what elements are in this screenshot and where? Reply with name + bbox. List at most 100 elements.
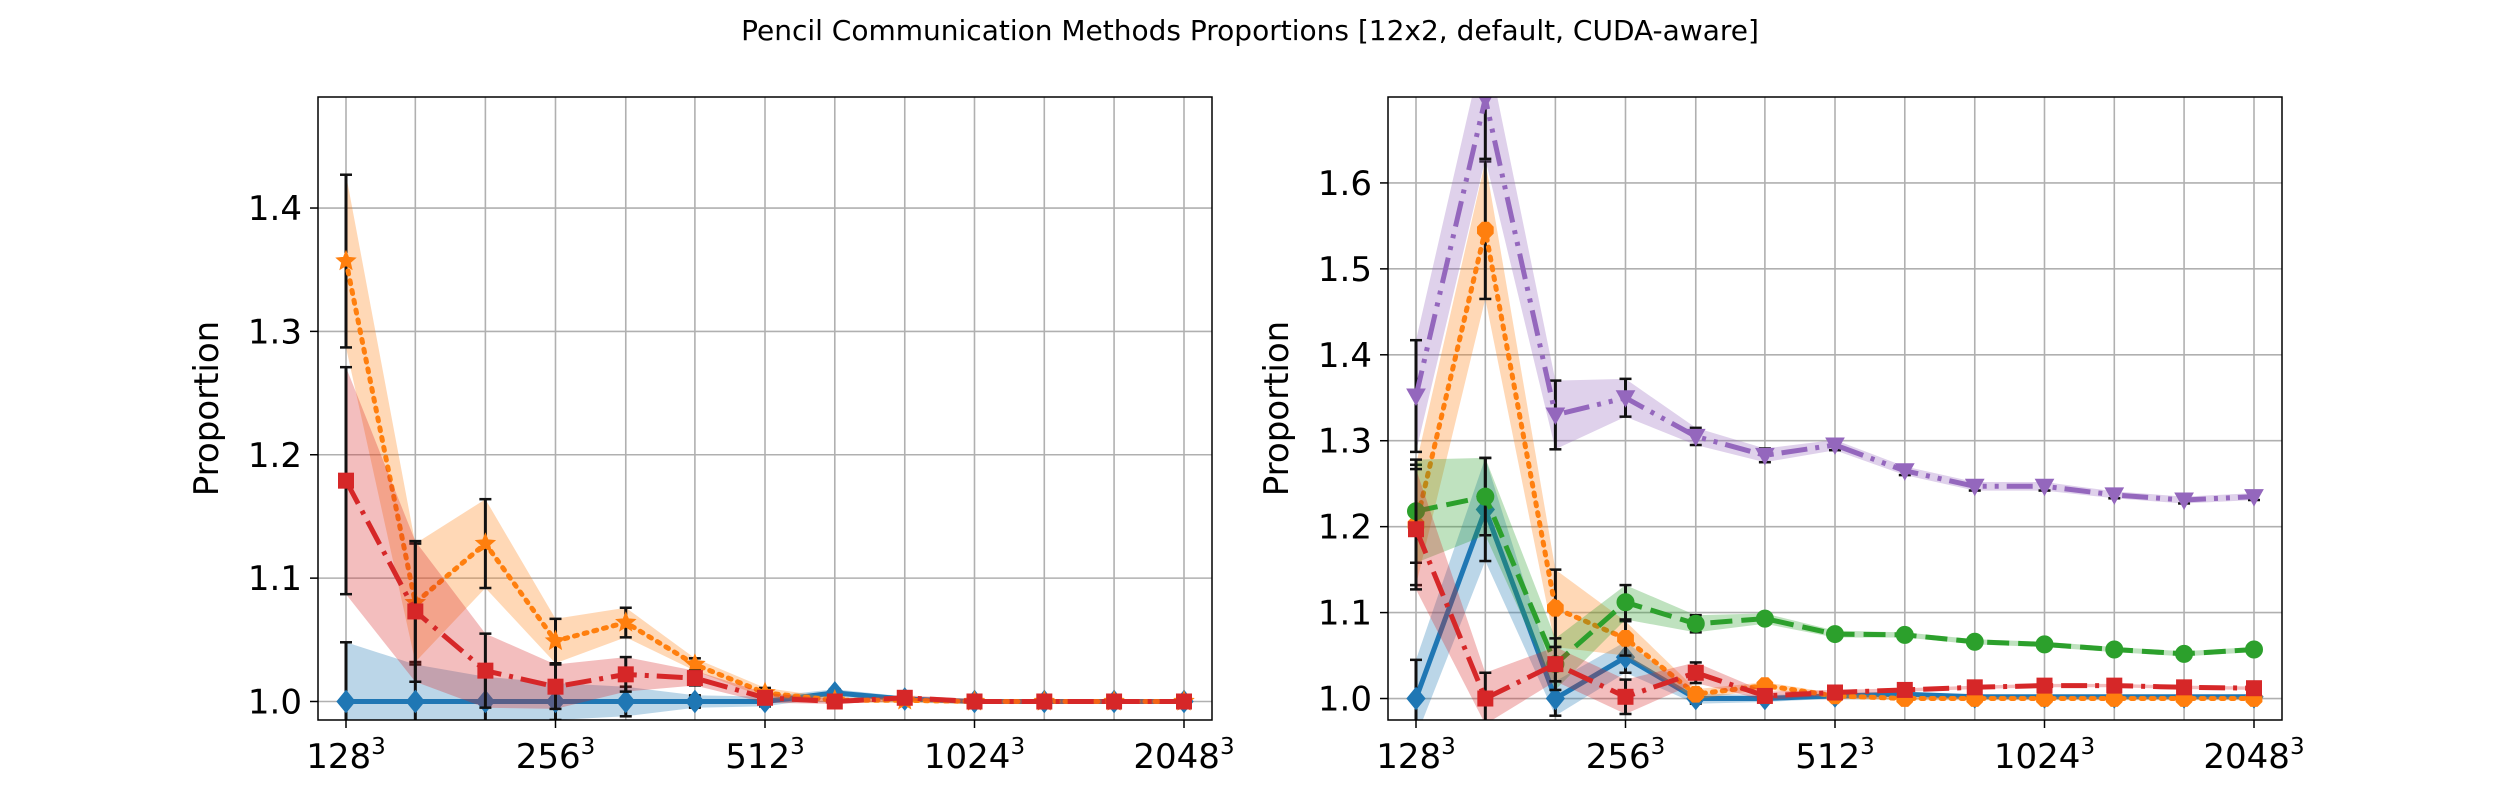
data-point-tri_down	[2174, 492, 2194, 511]
data-point-circle	[1895, 625, 1914, 644]
data-point-square	[896, 689, 913, 706]
data-point-octagon	[1687, 685, 1705, 703]
data-point-tri_down	[1545, 407, 1566, 425]
data-point-tri_down	[1755, 447, 1775, 466]
y-tick-label: 1.5	[1318, 250, 1372, 290]
data-point-circle	[1686, 614, 1705, 633]
data-point-star	[474, 532, 497, 553]
series-purple-dash-dot-dot	[1406, 97, 2264, 511]
data-point-square	[2176, 679, 2193, 696]
data-point-square	[1106, 693, 1123, 710]
data-point-tri_down	[1894, 463, 1915, 481]
chart-title: Pencil Communication Methods Proportions…	[741, 14, 1759, 47]
data-point-diamond	[1615, 645, 1636, 670]
data-point-tri_down	[2104, 487, 2125, 505]
data-point-circle	[1476, 487, 1495, 506]
y-tick-label: 1.3	[248, 312, 302, 352]
left-plot: 1.0 1.1 1.2 1.3 1.4 1283 2563 5123 10243 20483 Pro…	[187, 96, 1235, 777]
plot-area	[335, 173, 1195, 720]
y-tick-label: 1.4	[1318, 336, 1372, 376]
data-point-tri_down	[1825, 437, 1845, 456]
data-point-square	[2246, 680, 2262, 697]
data-point-diamond	[1406, 686, 1426, 711]
data-point-square	[686, 670, 703, 687]
data-point-circle	[1965, 632, 1984, 651]
data-point-circle	[1755, 609, 1774, 628]
x-tick-label: 1283	[1376, 734, 1456, 777]
data-point-tri_down	[2034, 478, 2055, 497]
x-tick-label: 1283	[306, 734, 386, 777]
data-point-diamond	[336, 689, 356, 714]
data-point-diamond	[685, 689, 705, 714]
data-point-tri_down	[1685, 428, 1706, 447]
data-point-circle	[1616, 593, 1635, 612]
right-plot: 1.0 1.1 1.2 1.3 1.4 1.5 1.6 1283 2563 5123 10243 20…	[1257, 96, 2305, 777]
confidence-band	[346, 367, 1184, 709]
data-point-square	[757, 689, 773, 706]
axes-frame	[317, 96, 1213, 721]
x-tick-label: 5123	[725, 734, 805, 777]
data-point-tri_down	[1406, 388, 1426, 407]
confidence-band	[1416, 469, 2254, 720]
y-tick-label: 1.0	[248, 682, 302, 722]
axes-frame	[1387, 96, 2283, 721]
data-point-square	[1966, 679, 1983, 696]
data-point-square	[2036, 677, 2053, 694]
y-axis-label: Proportion	[1257, 321, 1297, 496]
x-tick-label: 10243	[1994, 734, 2095, 777]
data-point-diamond	[1545, 686, 1566, 711]
data-point-tri_down	[1615, 390, 1636, 408]
data-point-star	[335, 249, 357, 271]
y-tick-label: 1.6	[1318, 164, 1372, 204]
data-point-square	[617, 666, 634, 683]
data-point-star	[544, 629, 567, 651]
data-point-square	[1477, 690, 1494, 707]
data-point-square	[1036, 693, 1053, 710]
data-point-circle	[2105, 640, 2124, 659]
plot-area	[1406, 97, 2264, 720]
data-point-circle	[2035, 635, 2054, 654]
data-point-square	[477, 662, 494, 679]
data-point-octagon	[1617, 630, 1634, 647]
data-point-square	[1687, 664, 1704, 681]
y-tick-label: 1.2	[1318, 508, 1372, 548]
data-point-circle	[1826, 625, 1844, 644]
data-point-square	[1756, 687, 1773, 704]
x-tick-label: 5123	[1795, 734, 1875, 777]
data-point-circle	[2245, 640, 2263, 659]
data-point-octagon	[1547, 599, 1564, 617]
series-red-dash-dot	[338, 365, 1192, 711]
x-tick-label: 20483	[2203, 734, 2304, 777]
data-point-diamond	[405, 689, 425, 714]
data-point-tri_down	[1478, 97, 1492, 109]
data-point-square	[1896, 681, 1913, 698]
y-axis-label: Proportion	[187, 321, 227, 496]
y-tick-label: 1.0	[1318, 680, 1372, 720]
data-point-square	[338, 472, 354, 489]
data-point-square	[966, 693, 983, 710]
y-tick-label: 1.4	[248, 189, 302, 229]
data-point-star	[684, 653, 706, 674]
x-tick-label: 2563	[516, 734, 596, 777]
x-tick-label: 20483	[1133, 734, 1234, 777]
y-tick-label: 1.3	[1318, 422, 1372, 462]
data-point-square	[2106, 677, 2123, 694]
data-point-octagon	[2036, 690, 2053, 707]
y-tick-label: 1.2	[248, 436, 302, 476]
data-point-square	[1176, 693, 1192, 710]
data-point-diamond	[616, 689, 636, 714]
series-red-dash-dot	[1408, 467, 2262, 720]
y-tick-label: 1.1	[1318, 594, 1372, 634]
data-point-tri_down	[1964, 478, 1985, 497]
x-tick-label: 10243	[924, 734, 1025, 777]
data-point-square	[547, 678, 564, 695]
data-point-circle	[2175, 644, 2194, 663]
data-point-square	[1408, 521, 1424, 538]
data-point-star	[615, 611, 637, 632]
data-point-octagon	[2105, 690, 2123, 707]
data-point-square	[1547, 656, 1564, 673]
data-point-octagon	[1477, 221, 1494, 239]
data-point-square	[407, 603, 424, 620]
x-tick-label: 2563	[1586, 734, 1666, 777]
